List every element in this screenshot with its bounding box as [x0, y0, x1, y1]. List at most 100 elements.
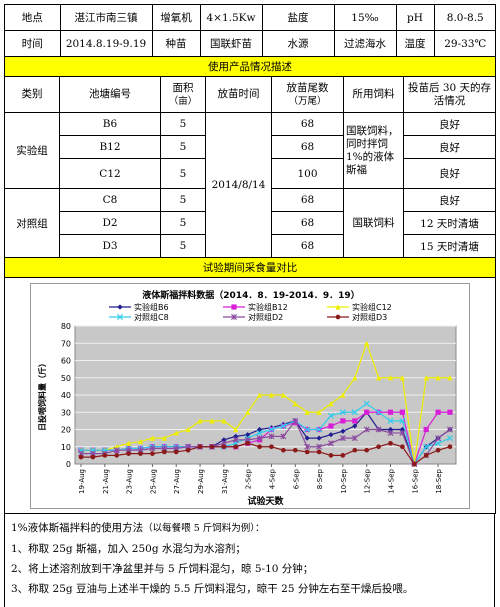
- data-point: [364, 340, 370, 346]
- col-area: 面积 （亩）: [160, 76, 206, 113]
- time-value: 2014.8.19-9.19: [60, 31, 153, 56]
- notes-title: 1%液体斯福拌料的使用方法（以每餐喂 5 斤饲料为例）：: [11, 522, 265, 534]
- salinity-label: 盐度: [262, 5, 335, 30]
- data-point: [304, 449, 310, 454]
- data-point: [256, 391, 263, 398]
- temp-label: 温度: [396, 31, 435, 56]
- data-point: [339, 434, 346, 441]
- data-point: [221, 417, 227, 423]
- x-tick-label: 23-Aug: [126, 469, 134, 494]
- notes-step-1: 1、称取 25g 斯福，加入 250g 水混匀为水溶剂；: [11, 543, 246, 555]
- count-cell: 100: [271, 158, 344, 189]
- x-tick-label: 16-Sep: [411, 468, 419, 493]
- legend-marker: [116, 313, 124, 320]
- data-point: [411, 461, 417, 466]
- feed-intake-chart: 0 10 20 30 40 50 60 70 80 19-Aug 21-Aug 23-Aug 25-Au…: [37, 289, 457, 507]
- data-point: [197, 443, 203, 449]
- data-point: [328, 452, 334, 458]
- data-point: [339, 408, 346, 415]
- count-cell: 68: [271, 188, 344, 212]
- x-tick-label: 21-Aug: [102, 469, 110, 494]
- data-point: [351, 434, 358, 441]
- data-point: [256, 426, 263, 432]
- data-point: [327, 439, 334, 446]
- x-tick-label: 2-Sep: [245, 468, 253, 489]
- survival-cell: 15 天时清塘: [402, 234, 497, 258]
- data-point: [316, 443, 323, 450]
- pond-cell: D3: [59, 234, 161, 258]
- data-point: [292, 447, 298, 453]
- data-point: [316, 409, 322, 415]
- legend-label: 对照组D2: [248, 312, 283, 322]
- legend-marker: [335, 303, 341, 310]
- data-point: [364, 447, 370, 453]
- info-row-1: 地点 湛江市南三镇 增氧机 4×1.5Kw 盐度 15‰ pH 8.0-8.5: [3, 4, 497, 31]
- data-point: [435, 447, 441, 453]
- data-point: [447, 374, 453, 380]
- x-tick-label: 18-Sep: [435, 468, 443, 493]
- time-label: 时间: [5, 31, 61, 56]
- y-tick-label: 80: [61, 322, 71, 331]
- col-pond-id: 池塘编号: [59, 76, 161, 113]
- data-point: [423, 443, 430, 450]
- aerator-value: 4×1.5Kw: [200, 5, 263, 30]
- data-point: [351, 408, 358, 415]
- data-point: [209, 443, 215, 449]
- data-point: [137, 438, 144, 444]
- data-point: [435, 374, 441, 380]
- survival-cell: 良好: [402, 158, 497, 189]
- data-point: [161, 435, 167, 441]
- water-value: 过滤海水: [334, 31, 397, 56]
- chart-cell: 0 10 20 30 40 50 60 70 80 19-Aug 21-Aug 23-Aug 25-Au…: [3, 277, 497, 514]
- group-control: 对照组: [4, 188, 60, 258]
- area-cell: 5: [160, 234, 206, 258]
- table-row: D3 5 68 15 天时清塘: [5, 234, 497, 258]
- document-page: 地点 湛江市南三镇 增氧机 4×1.5Kw 盐度 15‰ pH 8.0-8.5: [3, 4, 497, 607]
- pond-cell: C8: [59, 188, 161, 212]
- data-point: [268, 425, 275, 433]
- water-label: 水源: [262, 31, 335, 56]
- data-point: [328, 422, 334, 429]
- data-point: [399, 374, 406, 380]
- survival-cell: 12 天时清塘: [402, 211, 497, 235]
- data-point: [387, 426, 394, 432]
- data-point: [281, 447, 286, 453]
- data-point: [149, 444, 156, 451]
- y-tick-label: 40: [61, 391, 71, 400]
- intake-section-header: 试验期间采食量对比: [3, 257, 497, 278]
- data-point: [245, 431, 251, 437]
- data-point: [340, 452, 346, 458]
- col-category: 类别: [4, 76, 60, 113]
- survival-cell: 良好: [402, 135, 497, 159]
- place-label: 地点: [5, 5, 61, 30]
- chart-title: 液体斯福拌料数据（2014．8．19-2014．9．19）: [142, 289, 359, 301]
- info-row-2: 时间 2014.8.19-9.19 种苗 国联虾苗 水源 过滤海水 温度 29-…: [3, 30, 497, 57]
- survival-cell: 良好: [402, 188, 497, 212]
- col-count: 放苗尾数 （万尾）: [271, 76, 344, 113]
- y-tick-label: 50: [61, 373, 71, 382]
- data-point: [352, 447, 358, 453]
- data-point: [149, 435, 156, 441]
- data-point: [268, 432, 275, 439]
- y-tick-label: 70: [61, 339, 71, 348]
- y-tick-label: 20: [61, 425, 71, 434]
- legend-marker: [117, 303, 123, 310]
- pond-cell: D2: [59, 211, 161, 235]
- data-point: [399, 409, 406, 415]
- y-tick-label: 10: [61, 442, 71, 451]
- area-cell: 5: [160, 158, 206, 189]
- feed-control-cell: 国联饲料: [343, 188, 404, 258]
- data-point: [352, 422, 358, 429]
- data-point: [316, 449, 322, 454]
- seed-label: 种苗: [152, 31, 201, 56]
- data-point: [388, 440, 393, 446]
- data-point: [387, 374, 394, 380]
- area-cell: 5: [160, 211, 206, 235]
- legend-marker: [335, 314, 341, 319]
- data-point: [435, 434, 442, 441]
- data-point: [304, 425, 311, 433]
- data-point: [197, 417, 203, 423]
- x-tick-label: 25-Aug: [149, 469, 157, 494]
- data-point: [280, 391, 286, 398]
- y-tick-label: 30: [61, 408, 71, 417]
